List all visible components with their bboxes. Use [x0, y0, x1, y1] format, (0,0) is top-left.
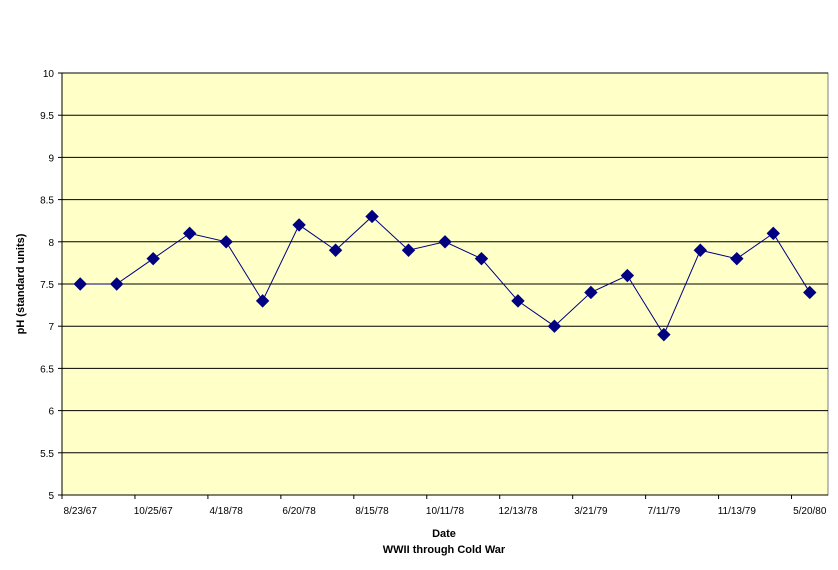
data-point-marker [547, 319, 562, 333]
x-axis-subtitle: WWII through Cold War [383, 544, 506, 556]
data-point-marker [255, 294, 270, 308]
data-point-marker [474, 251, 489, 266]
y-axis-title: pH (standard units) [15, 233, 27, 334]
data-point-marker [328, 243, 343, 257]
x-tick-label: 12/13/78 [498, 506, 537, 517]
x-tick-label: 10/11/78 [426, 506, 465, 517]
data-point-marker [401, 243, 416, 257]
y-tick-label: 10 [43, 69, 55, 80]
y-axis-ticks: 5 5.5 6 6.5 7 7.5 8 8.5 9 9.5 10 [40, 69, 62, 502]
data-point-marker [146, 251, 160, 266]
data-point-marker [438, 235, 452, 249]
y-tick-label: 6 [48, 407, 54, 418]
data-point-marker [365, 209, 379, 224]
x-tick-label: 8/15/78 [355, 506, 389, 517]
y-tick-label: 7 [48, 322, 54, 333]
data-point-marker [803, 285, 817, 300]
y-tick-label: 8.5 [40, 196, 54, 207]
data-point-marker [766, 226, 780, 241]
y-tick-label: 5.5 [40, 449, 54, 460]
x-tick-label: 10/25/67 [134, 506, 173, 517]
x-tick-label: 6/20/78 [282, 506, 316, 517]
data-point-marker [182, 226, 197, 241]
data-point-marker [219, 235, 233, 249]
y-tick-label: 6.5 [40, 364, 54, 375]
y-tick-label: 9 [48, 153, 54, 164]
data-point-marker [620, 268, 635, 283]
grid-lines [62, 72, 828, 454]
x-tick-label: 7/11/79 [648, 506, 681, 517]
x-axis-title: Date [432, 528, 456, 540]
x-tick-label: 4/18/78 [209, 506, 243, 517]
data-point-marker [693, 243, 708, 257]
data-point-marker [73, 277, 87, 291]
y-tick-label: 9.5 [40, 111, 54, 122]
data-point-marker [584, 285, 598, 300]
data-point-marker [292, 218, 306, 232]
data-point-marker [511, 294, 525, 308]
data-point-marker [657, 327, 671, 342]
x-tick-label: 3/21/79 [574, 506, 608, 517]
data-point-marker [110, 277, 124, 291]
x-tick-label: 8/23/67 [64, 506, 98, 517]
y-tick-label: 7.5 [40, 280, 54, 291]
y-tick-label: 8 [48, 238, 54, 249]
y-tick-label: 5 [48, 491, 54, 502]
x-tick-label: 5/20/80 [793, 506, 827, 517]
series-markers [73, 209, 817, 342]
x-axis-ticks: 8/23/67 10/25/67 4/18/78 6/20/78 8/15/78 10/1… [61, 495, 827, 517]
x-tick-label: 11/13/79 [718, 506, 757, 517]
data-point-marker [730, 251, 744, 266]
